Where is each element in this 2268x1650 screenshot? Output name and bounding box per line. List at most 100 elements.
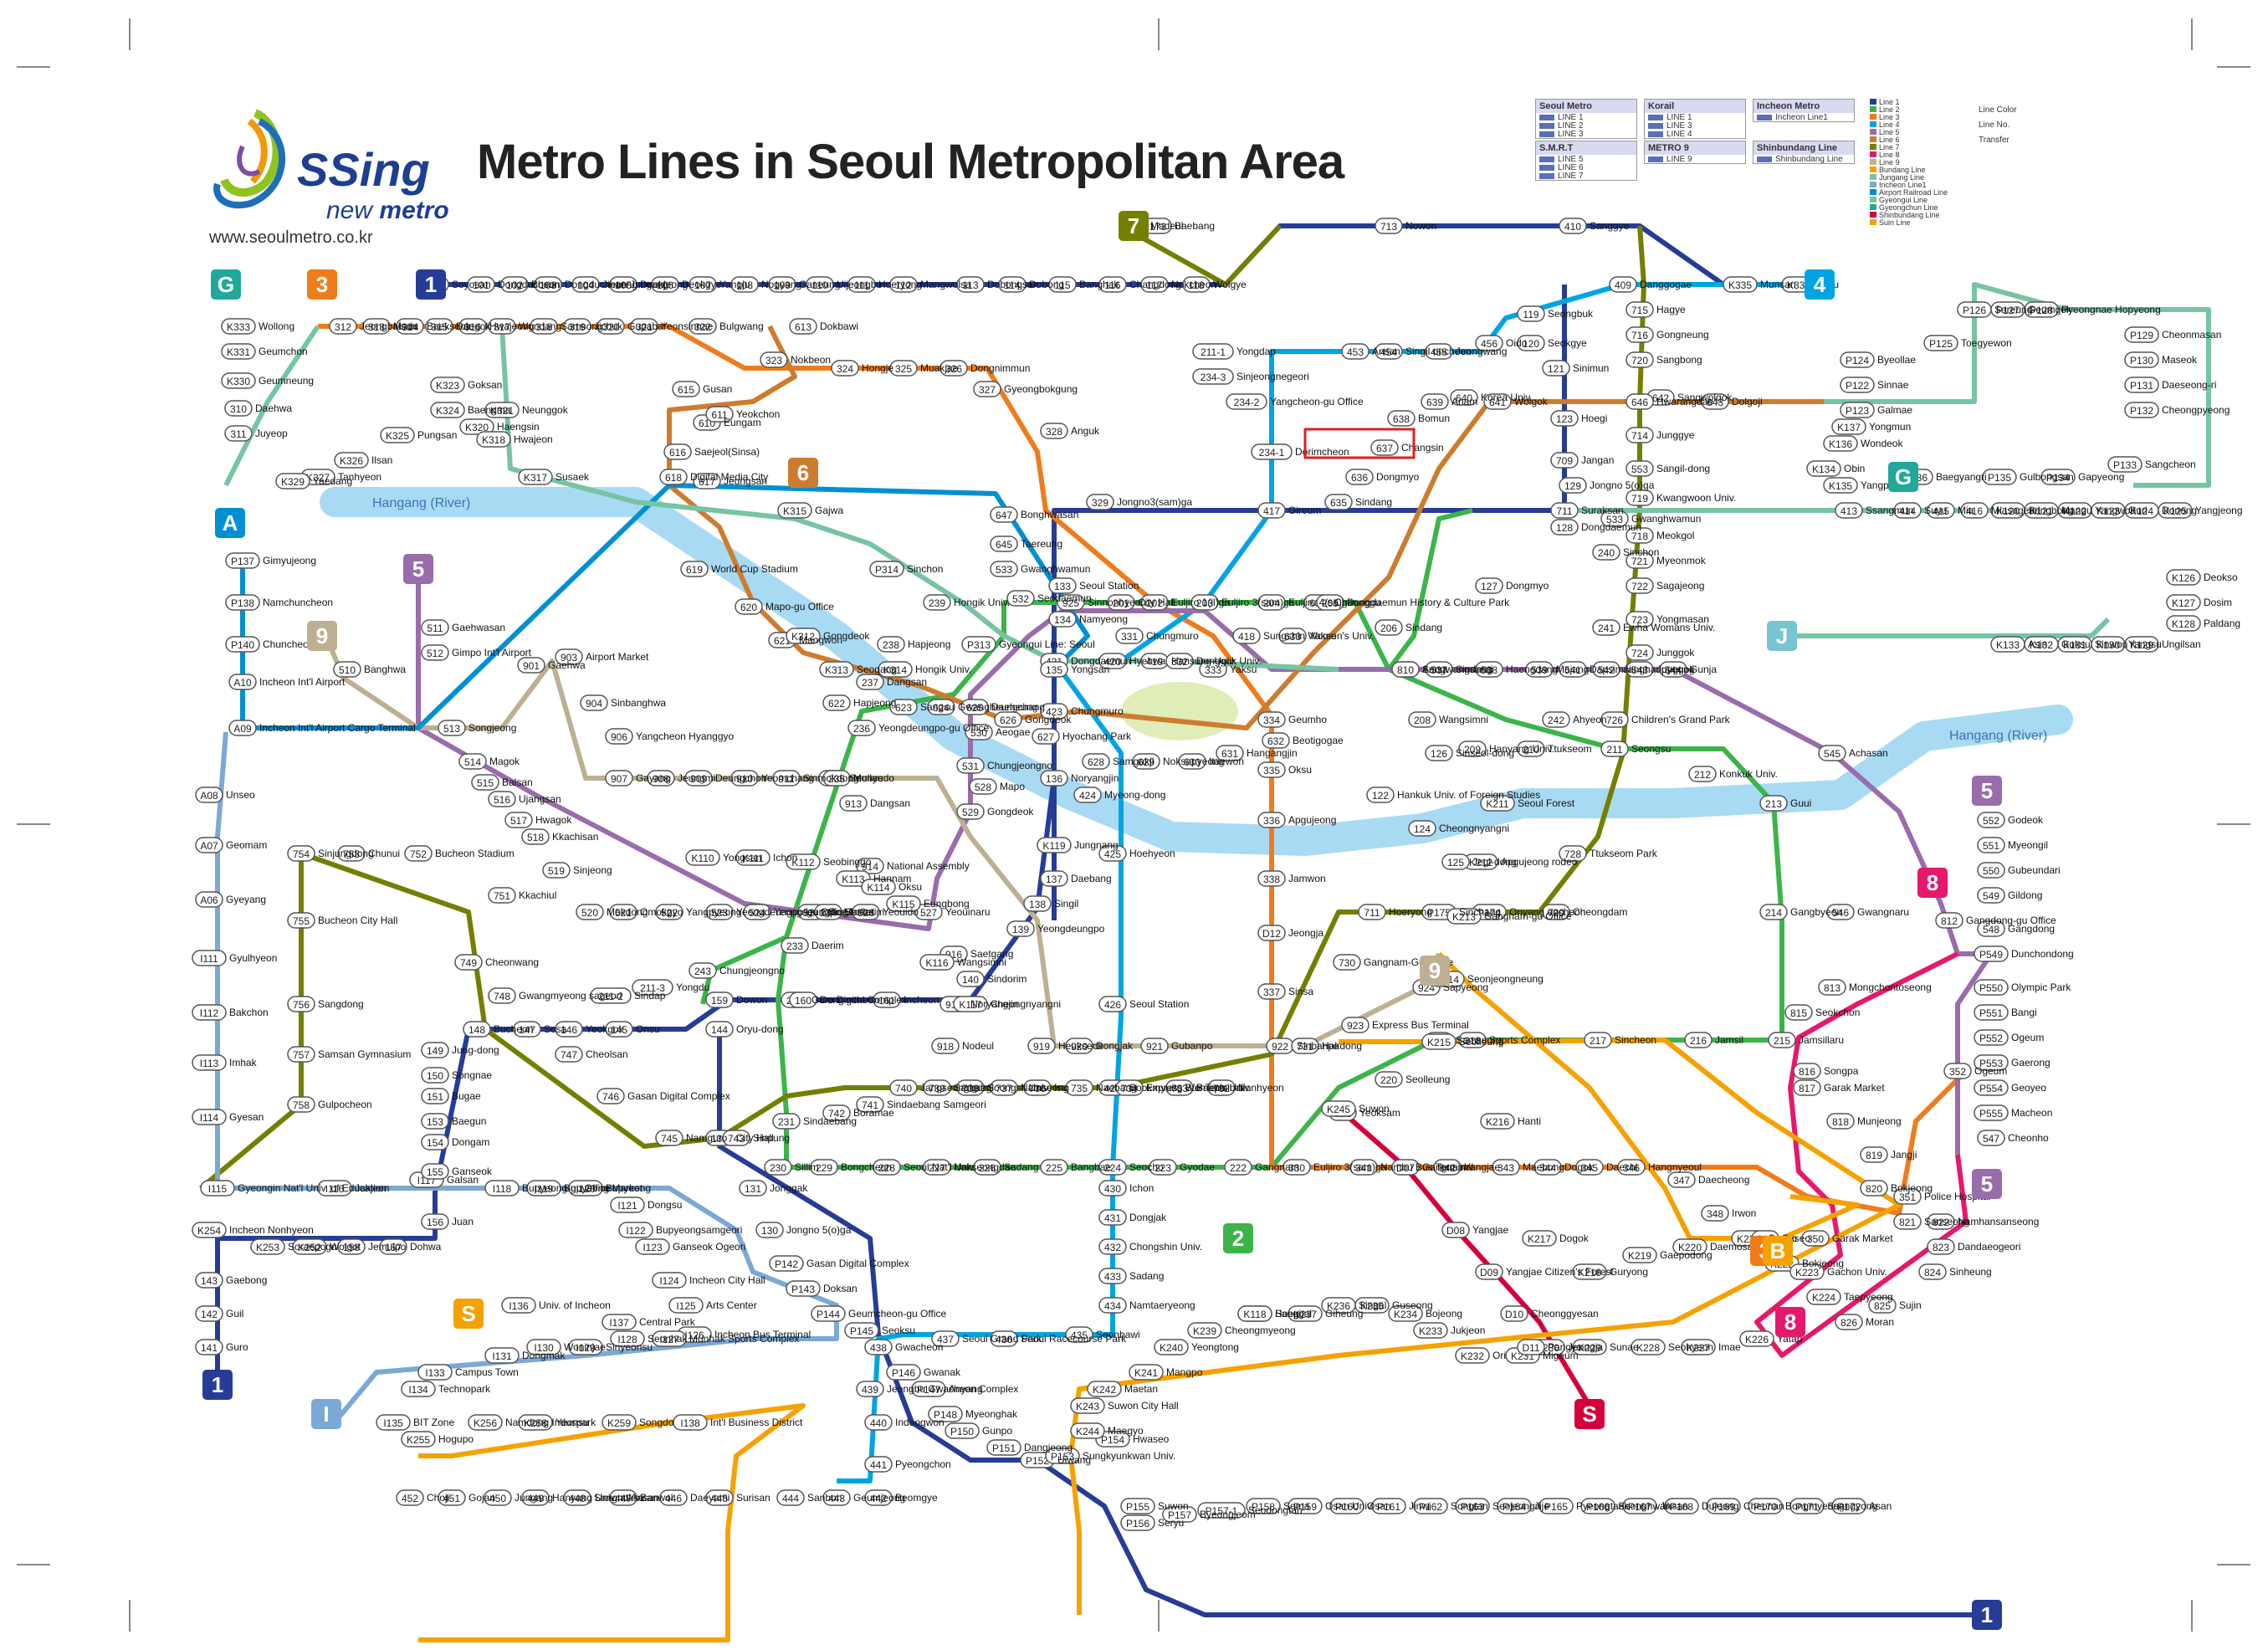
station[interactable]: 630: [1178, 753, 1206, 770]
station[interactable]: 142: [195, 1305, 223, 1322]
station[interactable]: 117: [1140, 276, 1169, 293]
station[interactable]: 211: [1600, 740, 1629, 757]
station[interactable]: 826: [1835, 1314, 1863, 1330]
station[interactable]: 418: [1232, 628, 1261, 644]
station[interactable]: 810: [1391, 661, 1420, 678]
station[interactable]: 722: [1625, 577, 1654, 594]
station[interactable]: 922: [1266, 1038, 1294, 1054]
station[interactable]: 155: [421, 1163, 449, 1180]
station[interactable]: 118: [1182, 276, 1211, 293]
station[interactable]: K241: [1129, 1364, 1164, 1381]
station[interactable]: K216: [1480, 1113, 1515, 1130]
station[interactable]: 906: [605, 728, 633, 745]
station[interactable]: 424: [1073, 787, 1102, 803]
station[interactable]: K331: [221, 343, 256, 360]
station[interactable]: 522: [655, 904, 683, 920]
station[interactable]: 123: [1550, 410, 1579, 427]
station[interactable]: I134: [401, 1381, 436, 1397]
station[interactable]: P126: [1957, 301, 1992, 318]
station[interactable]: 315: [425, 318, 453, 335]
station[interactable]: K136: [1823, 435, 1858, 452]
station[interactable]: P125: [1923, 335, 1958, 351]
station[interactable]: P122: [1840, 377, 1875, 393]
station[interactable]: 224: [1098, 1159, 1127, 1176]
station[interactable]: 314: [396, 318, 424, 335]
station[interactable]: 747: [555, 1046, 583, 1063]
station[interactable]: K127: [2166, 594, 2201, 611]
station[interactable]: 337: [1257, 983, 1286, 1000]
station[interactable]: 237: [856, 674, 884, 690]
station[interactable]: 211-2: [590, 987, 632, 1004]
station[interactable]: K321: [484, 402, 520, 418]
station[interactable]: 214: [1759, 904, 1788, 920]
station[interactable]: 218: [1458, 1032, 1487, 1048]
station[interactable]: 918: [931, 1038, 960, 1054]
station[interactable]: 203: [1190, 594, 1219, 611]
station[interactable]: 646: [1625, 393, 1654, 410]
station[interactable]: 713: [1375, 218, 1403, 234]
station[interactable]: K242: [1087, 1381, 1122, 1397]
station[interactable]: 325: [889, 360, 918, 377]
station[interactable]: 510: [333, 661, 361, 678]
station[interactable]: 617: [693, 473, 721, 489]
station[interactable]: 647: [990, 506, 1018, 523]
station[interactable]: 545: [1818, 745, 1846, 761]
station[interactable]: K325: [380, 427, 415, 443]
station[interactable]: 431: [1098, 1209, 1127, 1226]
station[interactable]: 140: [956, 971, 985, 987]
station[interactable]: I135: [376, 1414, 411, 1431]
station[interactable]: 124: [1408, 820, 1436, 837]
station[interactable]: K110: [685, 849, 720, 866]
station[interactable]: K324: [430, 402, 465, 418]
station[interactable]: I125: [668, 1297, 704, 1314]
station[interactable]: 242: [1542, 711, 1570, 728]
station[interactable]: 210: [1517, 740, 1545, 757]
station[interactable]: 430: [1098, 1180, 1127, 1197]
station[interactable]: 328: [1040, 423, 1068, 439]
station[interactable]: A10: [228, 674, 257, 690]
station[interactable]: A09: [228, 720, 257, 736]
station[interactable]: 156: [421, 1213, 449, 1230]
station[interactable]: 633: [1278, 628, 1307, 644]
station[interactable]: 419: [1140, 653, 1169, 669]
station[interactable]: 148: [463, 1021, 491, 1038]
station[interactable]: 240: [1592, 544, 1620, 561]
station[interactable]: 904: [580, 694, 608, 711]
station[interactable]: 320: [596, 318, 625, 335]
station[interactable]: 914: [856, 858, 884, 874]
station[interactable]: 923: [1341, 1017, 1370, 1033]
station[interactable]: K233: [1413, 1322, 1448, 1339]
station[interactable]: K255: [401, 1431, 436, 1448]
station[interactable]: 812: [1935, 912, 1963, 929]
station[interactable]: 126: [1425, 745, 1453, 761]
station[interactable]: 338: [1257, 870, 1286, 887]
station[interactable]: 616: [663, 443, 692, 460]
station[interactable]: 217: [1584, 1032, 1612, 1048]
station[interactable]: 108: [730, 276, 759, 293]
station[interactable]: 816: [1793, 1063, 1821, 1079]
station[interactable]: K240: [1154, 1339, 1189, 1355]
station[interactable]: 311: [224, 425, 253, 442]
station[interactable]: 434: [1098, 1297, 1127, 1314]
station[interactable]: 524: [743, 904, 771, 920]
station[interactable]: 821: [1893, 1213, 1922, 1230]
station[interactable]: P138: [225, 594, 260, 611]
station[interactable]: 909: [684, 770, 713, 787]
station[interactable]: P144: [811, 1305, 846, 1322]
station[interactable]: 549: [1977, 887, 2005, 904]
station[interactable]: 711: [1550, 502, 1579, 519]
station[interactable]: 711: [1358, 904, 1386, 920]
station[interactable]: P123: [1840, 402, 1875, 418]
station[interactable]: P314: [869, 561, 904, 577]
station[interactable]: 818: [1826, 1113, 1855, 1130]
station[interactable]: K219: [1622, 1247, 1657, 1263]
station[interactable]: 116: [1098, 276, 1127, 293]
station[interactable]: P552: [1974, 1029, 2009, 1046]
station[interactable]: 444: [776, 1489, 805, 1506]
station[interactable]: 622: [822, 694, 851, 711]
station[interactable]: 141: [195, 1339, 223, 1355]
station[interactable]: 618: [659, 469, 688, 485]
station[interactable]: 104: [571, 276, 600, 293]
station[interactable]: 824: [1918, 1263, 1947, 1280]
station[interactable]: 758: [287, 1096, 315, 1113]
